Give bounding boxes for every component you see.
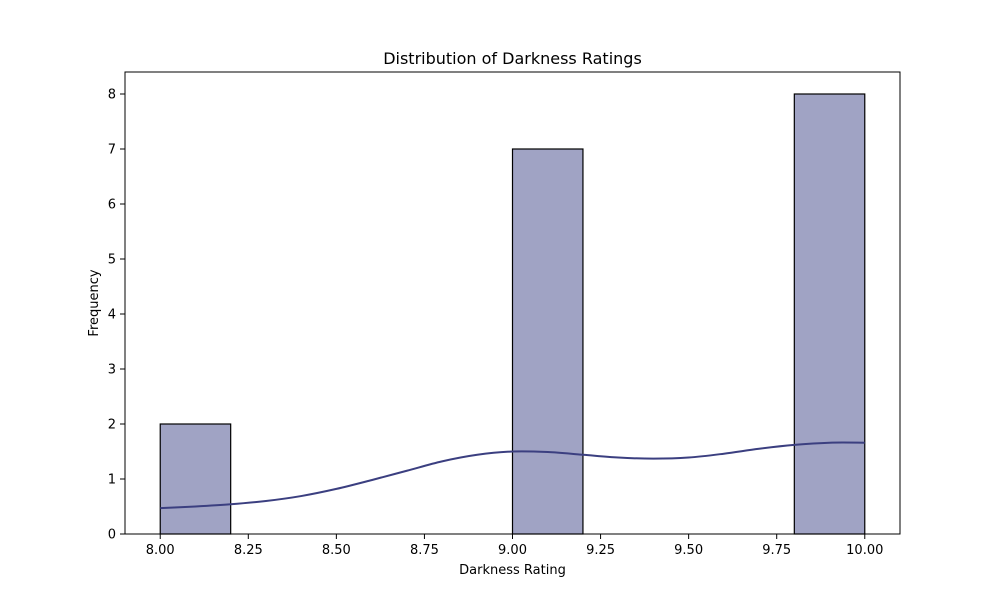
x-tick-label: 9.50 <box>674 543 703 558</box>
y-tick-label: 5 <box>108 253 116 268</box>
kde-layer <box>160 441 865 510</box>
x-tick-label: 9.75 <box>762 543 791 558</box>
x-tick-label: 8.75 <box>410 543 439 558</box>
chart-title: Distribution of Darkness Ratings <box>383 49 642 68</box>
x-tick-label: 8.25 <box>234 543 263 558</box>
x-tick-label: 9.00 <box>498 543 527 558</box>
y-tick-label: 1 <box>108 473 116 488</box>
x-tick-label: 9.25 <box>586 543 615 558</box>
y-tick-label: 7 <box>108 143 116 158</box>
y-tick-label: 8 <box>108 88 116 103</box>
x-axis-label: Darkness Rating <box>459 563 566 578</box>
x-tick-label: 8.50 <box>322 543 351 558</box>
y-tick-label: 0 <box>108 528 116 543</box>
y-tick-label: 6 <box>108 198 116 213</box>
y-tick-label: 3 <box>108 363 116 378</box>
x-tick-label: 10.00 <box>846 543 883 558</box>
histogram-bar <box>159 423 232 535</box>
y-tick-label: 2 <box>108 418 116 433</box>
y-axis-ticks: 0 1 2 3 4 5 6 7 8 <box>108 88 125 543</box>
x-tick-label: 8.00 <box>146 543 175 558</box>
histogram-bar <box>793 93 866 535</box>
bars-layer <box>159 93 866 535</box>
histogram-bar <box>511 148 584 535</box>
kde-curve <box>160 441 865 510</box>
y-axis-label: Frequency <box>87 269 102 336</box>
x-axis-ticks: 8.00 8.25 8.50 8.75 9.00 9.25 9.50 9.75 10.00 <box>146 534 883 558</box>
y-tick-label: 4 <box>108 308 116 323</box>
